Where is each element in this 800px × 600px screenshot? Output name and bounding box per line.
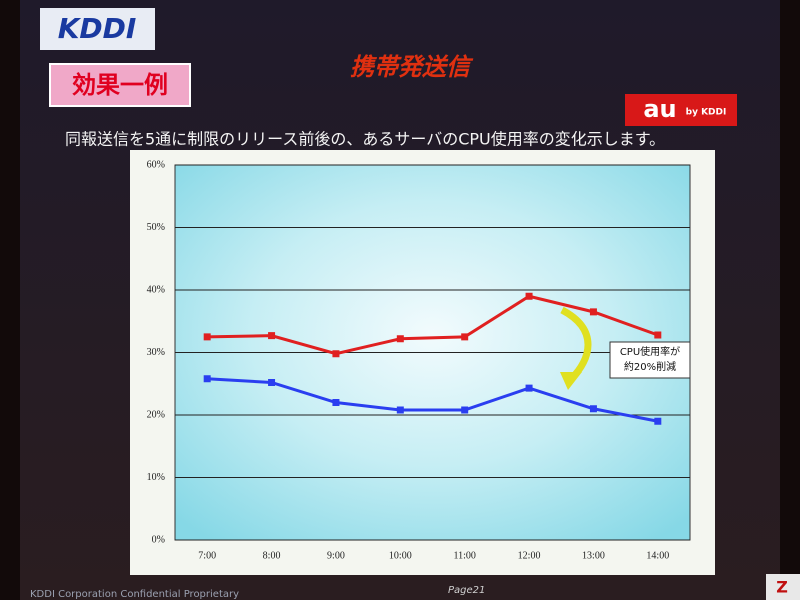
y-tick-label: 30% — [147, 347, 165, 358]
brand-mark: au — [643, 95, 676, 123]
point-marker — [396, 335, 404, 343]
x-tick-label: 14:00 — [646, 550, 669, 561]
footer-left: KDDI Corporation Confidential Proprietar… — [30, 589, 239, 600]
series-line — [207, 294, 659, 356]
corner-mark: Z — [776, 578, 788, 597]
point-marker — [589, 308, 597, 316]
annotation-box — [609, 341, 691, 379]
point-marker — [332, 399, 340, 406]
y-tick-label: 10% — [147, 472, 165, 483]
point-marker — [461, 406, 469, 414]
page-number: Page21 — [448, 585, 485, 596]
annotation-text: 約20%削減 — [624, 360, 676, 373]
point-marker — [654, 417, 662, 425]
subtitle: 同報送信を5通に制限のリリース前後の、あるサーバのCPU使用率の変化示します。 — [65, 130, 665, 149]
logo: KDDI — [58, 12, 137, 45]
series-line — [207, 377, 659, 423]
x-tick-label: 11:00 — [453, 550, 475, 561]
point-marker — [525, 384, 533, 392]
x-tick-label: 9:00 — [327, 550, 345, 561]
point-marker — [268, 332, 276, 340]
point-marker — [654, 331, 662, 339]
point-marker — [332, 350, 340, 358]
point-marker — [525, 292, 533, 300]
y-tick-label: 20% — [147, 409, 165, 420]
x-tick-label: 13:00 — [582, 550, 605, 561]
y-tick-label: 50% — [147, 222, 165, 233]
badge-box — [49, 63, 191, 107]
corner-box — [766, 574, 800, 600]
brand-by: by KDDI — [686, 108, 727, 118]
y-tick-label: 60% — [147, 159, 165, 170]
point-marker — [203, 375, 211, 383]
point-marker — [461, 333, 469, 341]
point-marker — [268, 379, 276, 386]
x-tick-label: 12:00 — [518, 550, 541, 561]
slide-title: 携帯発送信 — [350, 53, 474, 81]
y-tick-label: 40% — [147, 284, 165, 295]
y-tick-label: 0% — [152, 534, 165, 545]
badge: 効果一例 — [72, 71, 168, 99]
point-marker — [589, 405, 597, 413]
point-marker — [203, 333, 211, 341]
x-tick-label: 8:00 — [263, 550, 281, 561]
x-tick-label: 7:00 — [198, 550, 216, 561]
brand-box — [625, 94, 737, 126]
annotation-arrow — [560, 306, 592, 381]
annotation-arrowhead — [560, 372, 582, 390]
x-tick-label: 10:00 — [389, 550, 412, 561]
logo-box — [40, 8, 155, 50]
point-marker — [396, 406, 404, 414]
annotation-text: CPU使用率が — [620, 345, 680, 358]
